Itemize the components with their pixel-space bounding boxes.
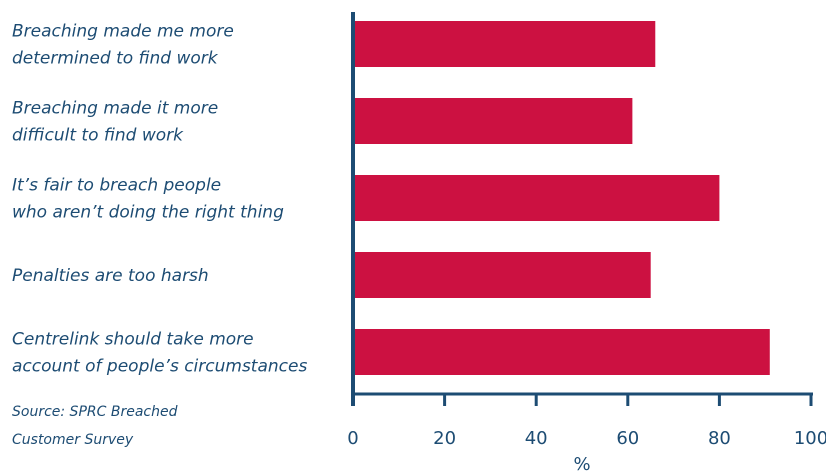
x-tick-label: 80	[708, 428, 731, 449]
bar	[353, 175, 720, 221]
x-tick-label: 60	[616, 428, 639, 449]
x-tick-label: 20	[433, 428, 456, 449]
category-labels: Breaching made me more determined to find…	[12, 22, 307, 377]
source-line: Source: SPRC Breached	[12, 404, 178, 420]
category-label: Breaching made it more difficult to find …	[12, 99, 218, 146]
bar	[353, 21, 656, 67]
category-label: Breaching made me more determined to find…	[12, 22, 234, 69]
source-note: Source: SPRC Breached Customer Survey	[12, 404, 182, 448]
category-label: It’s fair to breach people who aren’t doi…	[12, 176, 284, 223]
category-label: Centrelink should take more account of pe…	[12, 330, 307, 377]
category-label: Penalties are too harsh	[12, 266, 209, 286]
x-axis-ticks: 0 20 40 60 80 100	[347, 394, 826, 449]
bar	[353, 329, 770, 375]
x-axis-title: %	[573, 454, 590, 475]
bar	[353, 252, 651, 298]
bar	[353, 98, 633, 144]
x-tick-label: 100	[794, 428, 826, 449]
x-tick-label: 40	[525, 428, 548, 449]
x-tick-label: 0	[347, 428, 358, 449]
source-line: Customer Survey	[12, 432, 134, 448]
bars-group	[353, 21, 770, 375]
